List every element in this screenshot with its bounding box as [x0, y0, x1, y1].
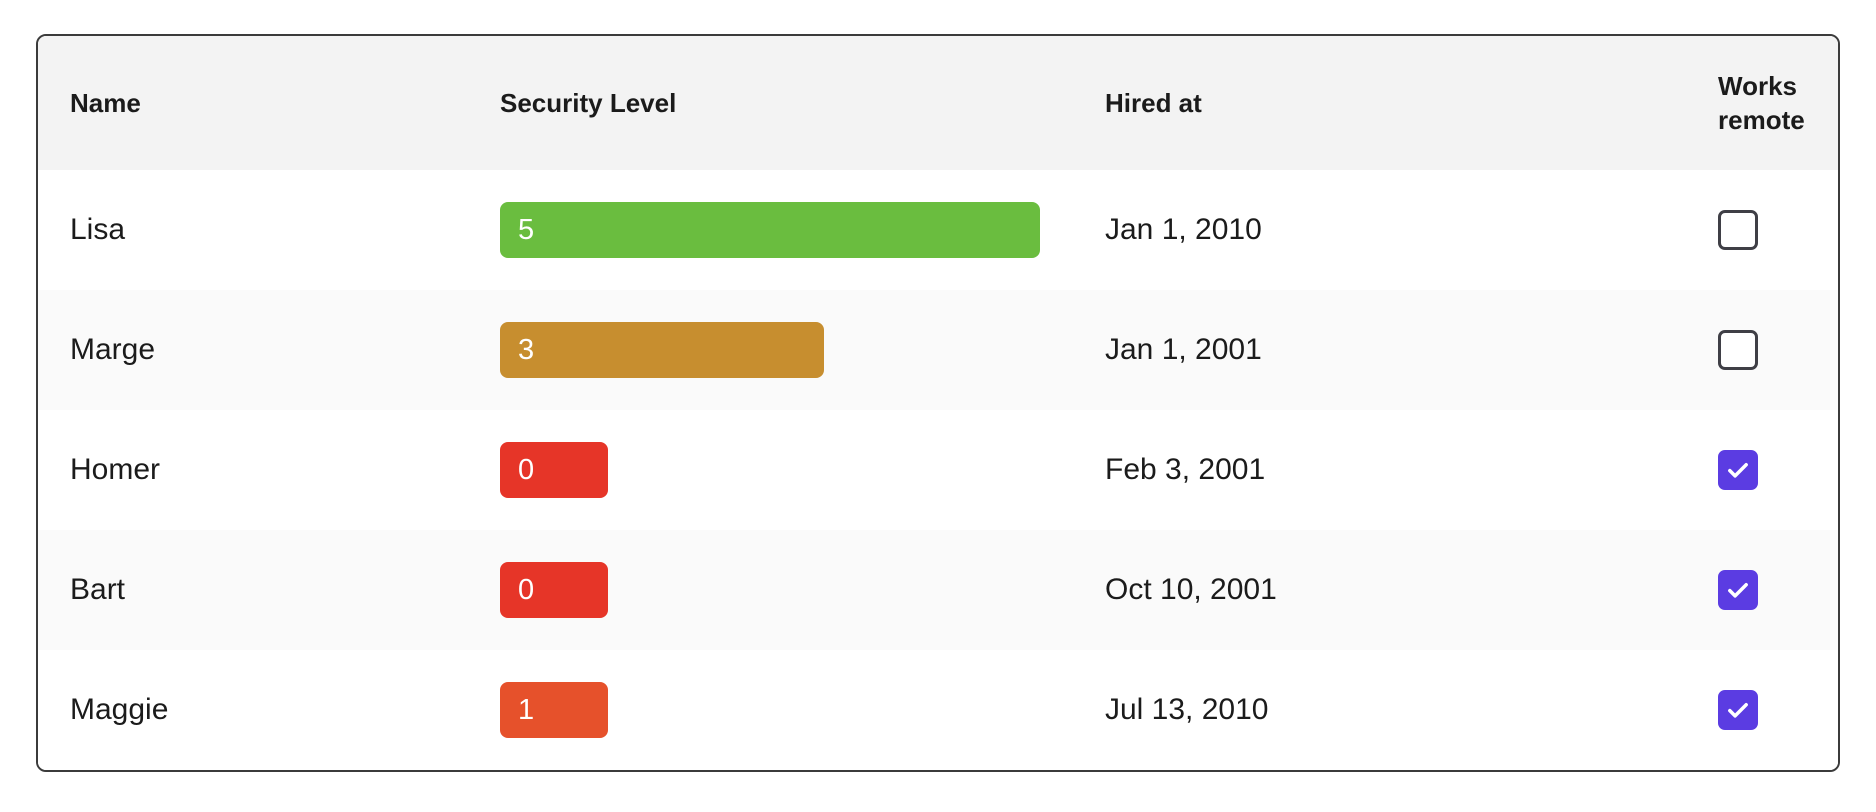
hired-at-cell: Feb 3, 2001: [1105, 453, 1266, 486]
hired-at-cell: Jan 1, 2010: [1105, 213, 1262, 246]
table-header-row: Name Security Level Hired at Works remot…: [38, 36, 1838, 170]
table-row: Bart 0 Oct 10, 2001: [38, 530, 1838, 650]
works-remote-cell: [1686, 450, 1838, 490]
hired-at-cell: Jan 1, 2001: [1105, 333, 1262, 366]
name-cell: Lisa: [70, 213, 126, 246]
works-remote-checkbox[interactable]: [1718, 450, 1758, 490]
security-level-cell: 0: [468, 562, 1073, 618]
security-level-cell: 0: [468, 442, 1073, 498]
employees-table-card: Name Security Level Hired at Works remot…: [36, 34, 1840, 772]
table-row: Lisa 5 Jan 1, 2010: [38, 170, 1838, 290]
column-header-name: Name: [70, 87, 141, 118]
name-cell: Homer: [70, 453, 161, 486]
hired-at-cell: Jul 13, 2010: [1105, 693, 1269, 726]
security-level-cell: 1: [468, 682, 1073, 738]
table-row: Maggie 1 Jul 13, 2010: [38, 650, 1838, 770]
check-icon: [1728, 583, 1748, 598]
check-icon: [1728, 463, 1748, 478]
security-level-bar: 5: [500, 202, 1040, 258]
security-level-bar: 0: [500, 562, 608, 618]
name-cell: Maggie: [70, 693, 169, 726]
check-icon: [1728, 703, 1748, 718]
security-level-bar: 1: [500, 682, 608, 738]
security-level-bar: 3: [500, 322, 824, 378]
works-remote-checkbox[interactable]: [1718, 330, 1758, 370]
security-level-cell: 5: [468, 202, 1073, 258]
table-row: Homer 0 Feb 3, 2001: [38, 410, 1838, 530]
works-remote-cell: [1686, 570, 1838, 610]
column-header-works-remote: Works remote: [1718, 70, 1805, 135]
works-remote-checkbox[interactable]: [1718, 690, 1758, 730]
works-remote-cell: [1686, 690, 1838, 730]
hired-at-cell: Oct 10, 2001: [1105, 573, 1277, 606]
works-remote-cell: [1686, 210, 1838, 250]
column-header-hired-at: Hired at: [1105, 87, 1202, 118]
security-level-cell: 3: [468, 322, 1073, 378]
table-body: Lisa 5 Jan 1, 2010 Marge 3 Jan 1, 2001: [38, 170, 1838, 770]
column-header-security-level: Security Level: [500, 87, 677, 118]
security-level-bar: 0: [500, 442, 608, 498]
table-row: Marge 3 Jan 1, 2001: [38, 290, 1838, 410]
name-cell: Marge: [70, 333, 156, 366]
works-remote-cell: [1686, 330, 1838, 370]
works-remote-checkbox[interactable]: [1718, 570, 1758, 610]
works-remote-checkbox[interactable]: [1718, 210, 1758, 250]
name-cell: Bart: [70, 573, 126, 606]
